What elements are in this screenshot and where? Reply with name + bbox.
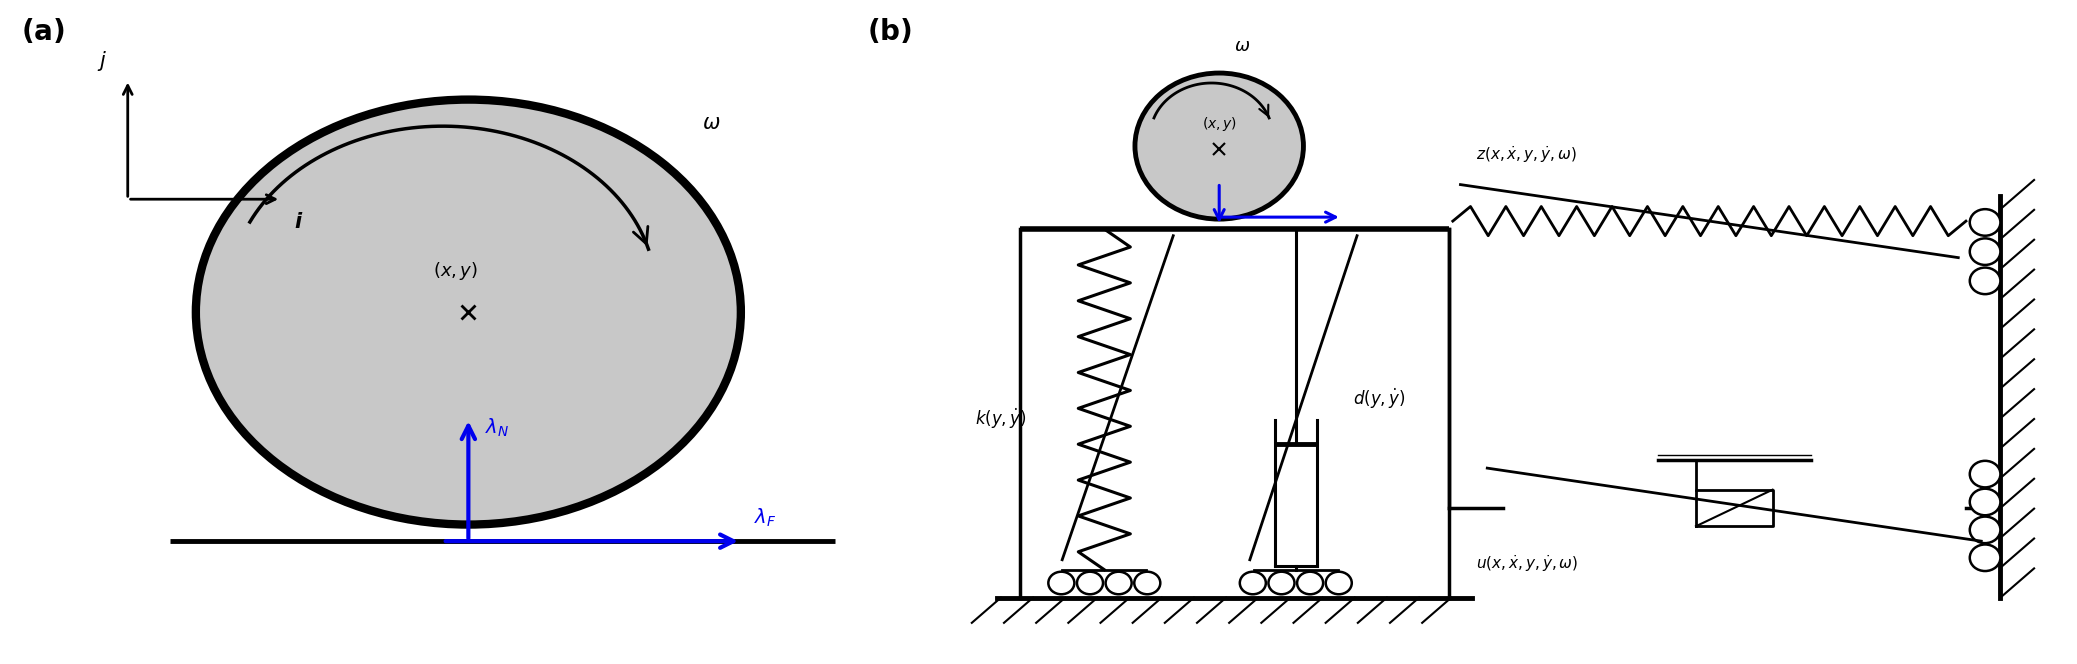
Circle shape [1078,572,1103,594]
Text: $d(y, \dot{y})$: $d(y, \dot{y})$ [1354,387,1406,412]
Circle shape [1105,572,1132,594]
Text: $\mathbf{(b)}$: $\mathbf{(b)}$ [866,17,912,46]
Circle shape [1969,209,2000,236]
Text: $k(y, \dot{y})$: $k(y, \dot{y})$ [976,407,1026,432]
Circle shape [195,100,741,525]
Circle shape [1049,572,1074,594]
Circle shape [1134,73,1304,219]
Circle shape [1969,268,2000,294]
Circle shape [1969,517,2000,543]
Text: $\omega$: $\omega$ [702,113,721,133]
Circle shape [1969,544,2000,571]
Circle shape [1969,461,2000,487]
Text: $(x, y)$: $(x, y)$ [1203,115,1236,133]
Circle shape [1969,238,2000,265]
Circle shape [1298,572,1323,594]
Circle shape [1269,572,1294,594]
Text: $\mathbf{(a)}$: $\mathbf{(a)}$ [21,17,64,46]
Circle shape [1240,572,1265,594]
Circle shape [1134,572,1161,594]
Text: $\omega$: $\omega$ [1234,37,1250,56]
Text: $u(x, \dot{x}, y, \dot{y}, \omega)$: $u(x, \dot{x}, y, \dot{y}, \omega)$ [1477,553,1579,574]
Text: $\boldsymbol{i}$: $\boldsymbol{i}$ [293,212,303,232]
Text: $\lambda_F$: $\lambda_F$ [754,507,777,529]
Text: $\lambda_N$: $\lambda_N$ [486,417,509,440]
Circle shape [1969,489,2000,515]
Circle shape [1325,572,1352,594]
Text: $z(x, \dot{x}, y, \dot{y}, \omega)$: $z(x, \dot{x}, y, \dot{y}, \omega)$ [1477,143,1576,165]
Text: $(x, y)$: $(x, y)$ [434,260,478,282]
Text: $j$: $j$ [98,49,108,73]
